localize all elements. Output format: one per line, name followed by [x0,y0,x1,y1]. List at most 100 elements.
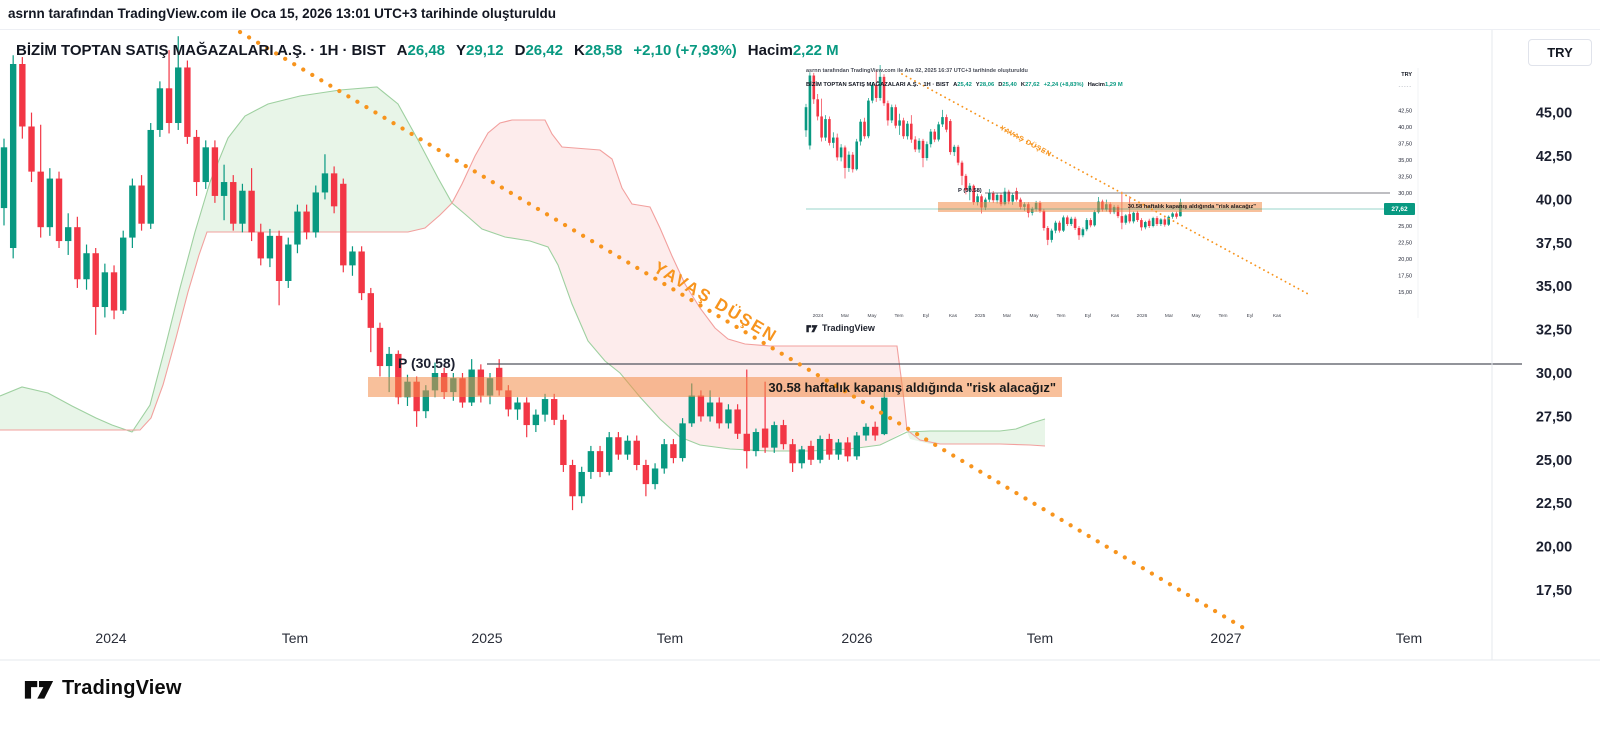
axis-tick-label: 37,50 [1398,142,1412,148]
candle-body [780,425,787,445]
candle-body [120,237,127,311]
pivot-price-label[interactable]: P (30.58) [398,355,456,371]
candle-body [642,465,650,485]
candle-body [945,117,948,130]
candle-body [804,107,808,131]
exchange-label: BIST [351,42,386,59]
close-value: K28,58 [573,42,623,59]
candle-body [514,402,521,410]
axis-tick-label: 20,00 [1536,540,1572,556]
inset-axis-mark: ----- [1398,84,1412,90]
candle-body [972,185,975,203]
candle-body [807,445,815,460]
candle-body [661,444,668,469]
candle-body [83,253,90,280]
candle-body [988,193,991,200]
currency-button[interactable]: TRY [1528,39,1592,66]
candle-body [147,129,154,224]
candle-body [929,131,933,145]
senkou-span-a-line [0,86,1046,452]
axis-tick-label: Kas [1111,313,1120,319]
candle-body [851,154,855,170]
candle-body [917,140,921,150]
axis-tick-label: 2027 [1210,630,1241,646]
inset-risk-band [938,202,1262,212]
candle-body [1062,217,1065,231]
candle-body [697,395,705,417]
tradingview-logo[interactable]: TradingView [24,676,182,700]
inset-pivot-price-label: P (30.58) [958,188,982,194]
candle-body [92,253,99,308]
candle-body [230,182,237,224]
axis-tick-label: 20,00 [1398,257,1412,263]
candle-body [1151,218,1155,226]
candle-body [1132,212,1135,222]
candle-body [933,131,936,140]
candle-body [679,423,686,459]
axis-tick-label: 27,50 [1536,409,1572,425]
candle-body [867,100,870,137]
candle-body [871,84,874,101]
axis-tick-label: Tem [1218,313,1227,319]
candle-body [808,75,812,146]
candle-body [980,196,983,208]
candle-body [902,120,905,137]
tradingview-logo-icon [806,325,818,333]
candle-body [138,185,145,224]
candle-body [968,185,972,191]
symbol-header: BİZİM TOPTAN SATIŞ MAĞAZALARI A.Ş. · 1H · BI… [16,42,839,59]
candle-body [913,139,917,150]
candle-body [606,437,613,472]
axis-tick-label: 37,50 [1536,236,1572,252]
candle-body [551,399,558,420]
candle-body [1066,217,1069,225]
senkou-span-b-line [0,119,1046,447]
snapshot-attribution: asrnn tarafından TradingView.com ile Oca… [8,6,557,21]
candle-body [871,426,879,436]
candle-body [1140,220,1143,228]
separator-dot: · [310,42,316,59]
high-value: Y29,12 [456,42,504,59]
candle-body [248,190,255,233]
candle-body [956,146,960,163]
inset-risk-note-band-text: 30.58 haftalık kapanış aldığında "risk a… [1127,204,1256,210]
candle-body [1046,227,1050,240]
candle-body [832,137,835,143]
candle-body [74,227,81,280]
candle-body [886,103,890,121]
candle-body [1042,210,1046,228]
candle-body [1058,222,1061,231]
risk-note-band-text[interactable]: 30.58 haftalık kapanış aldığında "risk a… [768,380,1056,395]
candle-body [1003,191,1007,205]
axis-tick-label: May [1191,313,1201,319]
axis-tick-label: 22,50 [1536,496,1572,512]
candle-body [688,395,695,424]
trendline-dotted [237,29,1250,633]
candle-body [1093,212,1096,226]
candle-body [941,117,944,125]
candle-body [1124,215,1128,223]
axis-tick-label: Tem [282,630,308,646]
candle-body [19,63,26,127]
candle-body [824,119,827,138]
axis-tick-label: Tem [894,313,903,319]
candle-body [853,435,861,457]
candle-body [952,146,956,153]
axis-tick-label: 45,00 [1536,106,1572,122]
candle-body [156,88,164,130]
candle-body [303,211,310,233]
candle-body [991,193,995,201]
candle-body [624,440,631,455]
axis-tick-label: 25,00 [1536,453,1572,469]
candle-body [1054,222,1057,231]
candle-body [358,251,365,294]
candle-body [340,183,347,266]
candle-body [847,154,851,168]
axis-tick-label: Kas [949,313,958,319]
candle-body [651,468,659,485]
candle-body [275,235,283,281]
inset-currency-label: TRY [1401,72,1412,78]
trendline-dotted [901,73,1311,296]
